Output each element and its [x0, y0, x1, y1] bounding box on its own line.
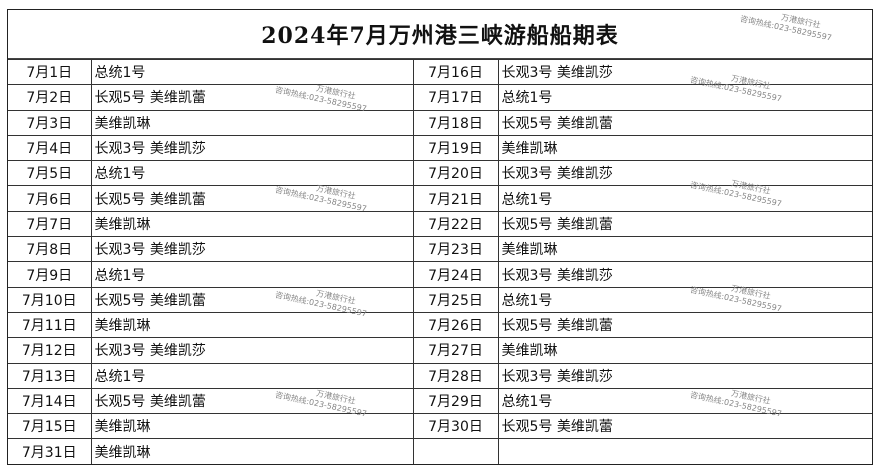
table-row: 7月3日 美维凯琳 7月18日 长观5号 美维凯蕾 [8, 109, 872, 136]
ship-cell: 长观5号 美维凯蕾 [90, 387, 414, 415]
ship-cell: 总统1号 [497, 185, 872, 212]
date-cell: 7月4日 [8, 134, 92, 162]
schedule-table: 7月1日 总统1号 7月16日 长观3号 美维凯莎 7月2日 长观5号 美维凯蕾 7月17日… [8, 58, 872, 464]
table-row: 7月4日 长观3号 美维凯莎 7月19日 美维凯琳 [8, 134, 872, 162]
table-row: 7月9日 总统1号 7月24日 长观3号 美维凯莎 [8, 261, 872, 288]
date-cell: 7月7日 [8, 210, 92, 238]
ship-cell: 总统1号 [497, 387, 872, 415]
date-cell: 7月18日 [412, 109, 499, 136]
ship-cell: 总统1号 [90, 362, 414, 389]
ship-cell: 长观5号 美维凯蕾 [497, 109, 872, 136]
ship-cell: 长观3号 美维凯莎 [497, 58, 872, 86]
table-row: 7月15日 美维凯琳 7月30日 长观5号 美维凯蕾 [8, 413, 872, 440]
date-cell: 7月16日 [412, 58, 499, 86]
date-cell: 7月21日 [412, 185, 499, 212]
table-row: 7月12日 长观3号 美维凯莎 7月27日 美维凯琳 [8, 337, 872, 364]
date-cell: 7月8日 [8, 236, 92, 263]
date-cell: 7月1日 [8, 58, 92, 86]
date-cell: 7月10日 [8, 286, 92, 313]
date-cell: 7月2日 [8, 84, 92, 111]
date-cell: 7月3日 [8, 109, 92, 136]
date-cell: 7月6日 [8, 185, 92, 212]
table-row: 7月14日 长观5号 美维凯蕾 7月29日 总统1号 [8, 387, 872, 415]
ship-cell: 美维凯琳 [497, 337, 872, 364]
date-cell: 7月24日 [412, 261, 499, 288]
page-title: 2024年7月万州港三峡游船船期表 [8, 10, 872, 59]
ship-cell: 长观3号 美维凯莎 [497, 160, 872, 187]
ship-cell: 总统1号 [497, 286, 872, 313]
ship-cell: 长观5号 美维凯蕾 [497, 413, 872, 440]
ship-cell: 美维凯琳 [90, 438, 414, 464]
date-cell: 7月14日 [8, 387, 92, 415]
ship-cell: 总统1号 [90, 58, 414, 86]
ship-cell: 长观5号 美维凯蕾 [497, 311, 872, 339]
table-row: 7月2日 长观5号 美维凯蕾 7月17日 总统1号 [8, 84, 872, 111]
ship-cell: 美维凯琳 [90, 413, 414, 440]
ship-cell: 长观3号 美维凯莎 [90, 337, 414, 364]
table-row: 7月10日 长观5号 美维凯蕾 7月25日 总统1号 [8, 286, 872, 313]
date-cell: 7月25日 [412, 286, 499, 313]
date-cell: 7月30日 [412, 413, 499, 440]
ship-cell: 长观5号 美维凯蕾 [90, 185, 414, 212]
date-cell: 7月22日 [412, 210, 499, 238]
date-cell [412, 438, 499, 464]
ship-cell: 美维凯琳 [90, 210, 414, 238]
date-cell: 7月23日 [412, 236, 499, 263]
table-row: 7月11日 美维凯琳 7月26日 长观5号 美维凯蕾 [8, 311, 872, 339]
table-row: 7月13日 总统1号 7月28日 长观3号 美维凯莎 [8, 362, 872, 389]
table-row: 7月7日 美维凯琳 7月22日 长观5号 美维凯蕾 [8, 210, 872, 238]
date-cell: 7月29日 [412, 387, 499, 415]
date-cell: 7月31日 [8, 438, 92, 464]
schedule-sheet: 2024年7月万州港三峡游船船期表 7月1日 总统1号 7月16日 长观3号 美维凯莎… [7, 9, 873, 465]
date-cell: 7月26日 [412, 311, 499, 339]
ship-cell: 美维凯琳 [497, 134, 872, 162]
table-row: 7月6日 长观5号 美维凯蕾 7月21日 总统1号 [8, 185, 872, 212]
ship-cell: 总统1号 [90, 160, 414, 187]
ship-cell: 长观5号 美维凯蕾 [90, 286, 414, 313]
date-cell: 7月13日 [8, 362, 92, 389]
date-cell: 7月11日 [8, 311, 92, 339]
table-row: 7月1日 总统1号 7月16日 长观3号 美维凯莎 [8, 58, 872, 86]
table-row: 7月5日 总统1号 7月20日 长观3号 美维凯莎 [8, 160, 872, 187]
date-cell: 7月12日 [8, 337, 92, 364]
ship-cell: 总统1号 [90, 261, 414, 288]
ship-cell: 美维凯琳 [497, 236, 872, 263]
ship-cell: 长观5号 美维凯蕾 [90, 84, 414, 111]
date-cell: 7月9日 [8, 261, 92, 288]
ship-cell: 长观3号 美维凯莎 [90, 134, 414, 162]
ship-cell: 美维凯琳 [90, 311, 414, 339]
ship-cell: 长观3号 美维凯莎 [90, 236, 414, 263]
ship-cell: 长观5号 美维凯蕾 [497, 210, 872, 238]
ship-cell [497, 438, 872, 464]
date-cell: 7月20日 [412, 160, 499, 187]
date-cell: 7月19日 [412, 134, 499, 162]
ship-cell: 长观3号 美维凯莎 [497, 362, 872, 389]
date-cell: 7月15日 [8, 413, 92, 440]
table-row: 7月8日 长观3号 美维凯莎 7月23日 美维凯琳 [8, 236, 872, 263]
date-cell: 7月27日 [412, 337, 499, 364]
date-cell: 7月5日 [8, 160, 92, 187]
date-cell: 7月17日 [412, 84, 499, 111]
ship-cell: 长观3号 美维凯莎 [497, 261, 872, 288]
ship-cell: 总统1号 [497, 84, 872, 111]
table-row: 7月31日 美维凯琳 [8, 438, 872, 464]
ship-cell: 美维凯琳 [90, 109, 414, 136]
date-cell: 7月28日 [412, 362, 499, 389]
